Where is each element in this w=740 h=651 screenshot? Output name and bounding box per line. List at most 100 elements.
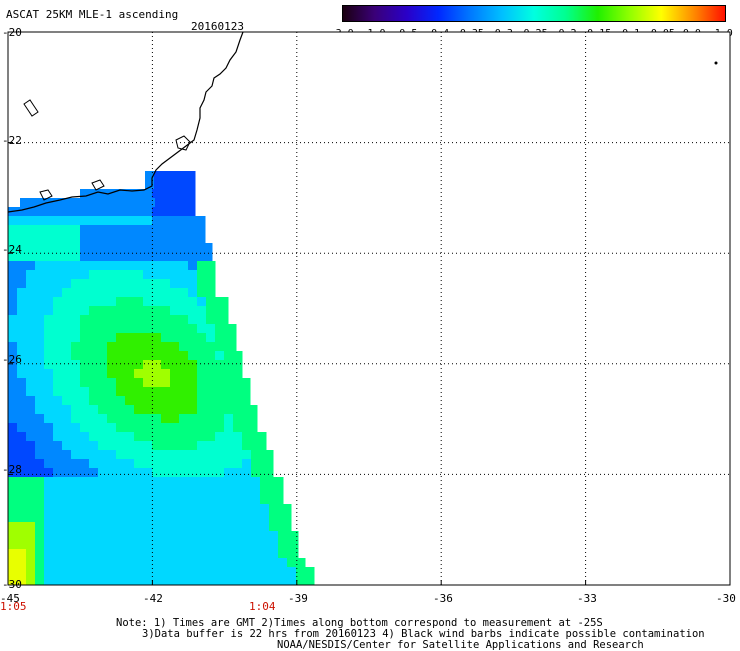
swath-cell	[107, 387, 117, 397]
swath-cell	[53, 504, 63, 514]
swath-cell	[206, 495, 216, 505]
swath-cell	[188, 243, 198, 253]
swath-cell	[107, 189, 117, 199]
swath-cell	[80, 495, 90, 505]
swath-cell	[35, 243, 45, 253]
swath-cell	[206, 297, 216, 307]
swath-cell	[143, 261, 153, 271]
swath-cell	[296, 531, 299, 541]
swath-cell	[161, 207, 171, 217]
swath-cell	[152, 252, 162, 262]
swath-cell	[152, 297, 162, 307]
swath-cell	[170, 468, 180, 478]
swath-cell	[143, 486, 153, 496]
swath-cell	[152, 549, 162, 559]
swath-cell	[251, 549, 261, 559]
swath-cell	[89, 522, 99, 532]
swath-cell	[26, 558, 36, 568]
swath-cell	[116, 306, 126, 316]
swath-cell	[53, 414, 63, 424]
swath-cell	[17, 261, 27, 271]
swath-cell	[152, 342, 162, 352]
swath-cell	[26, 450, 36, 460]
swath-cell	[80, 360, 90, 370]
swath-cell	[170, 405, 180, 415]
time-label-mid: 1:04	[249, 600, 276, 613]
swath-cell	[134, 495, 144, 505]
swath-cell	[35, 540, 45, 550]
swath-cell	[62, 576, 72, 586]
swath-cell	[62, 441, 72, 451]
swath-cell	[89, 504, 99, 514]
swath-cell	[206, 450, 216, 460]
swath-cell	[71, 306, 81, 316]
swath-cell	[26, 243, 36, 253]
swath-cell	[206, 378, 216, 388]
swath-cell	[170, 369, 180, 379]
swath-cell	[89, 270, 99, 280]
swath-cell	[296, 567, 306, 577]
swath-cell	[44, 369, 54, 379]
swath-cell	[35, 378, 45, 388]
swath-cell	[137, 198, 147, 208]
swath-cell	[80, 225, 90, 235]
swath-cell	[215, 504, 225, 514]
swath-cell	[26, 477, 36, 487]
swath-cell	[107, 324, 117, 334]
swath-cell	[161, 540, 171, 550]
swath-cell	[170, 513, 180, 523]
swath-cell	[179, 333, 189, 343]
swath-cell	[71, 558, 81, 568]
swath-cell	[125, 549, 135, 559]
swath-cell	[80, 234, 90, 244]
swath-cell	[71, 405, 81, 415]
swath-cell	[190, 180, 196, 190]
swath-cell	[89, 288, 99, 298]
swath-cell	[188, 558, 198, 568]
swath-cell	[161, 477, 171, 487]
swath-cell	[89, 432, 99, 442]
swath-cell	[197, 450, 207, 460]
swath-cell	[161, 423, 171, 433]
swath-cell	[134, 324, 144, 334]
swath-cell	[152, 378, 162, 388]
swath-cell	[125, 234, 135, 244]
swath-cell	[44, 549, 54, 559]
swath-cell	[152, 279, 162, 289]
swath-cell	[89, 234, 99, 244]
swath-cell	[197, 513, 207, 523]
swath-cell	[98, 252, 108, 262]
swath-cell	[215, 423, 225, 433]
swath-cell	[44, 423, 54, 433]
swath-cell	[107, 225, 117, 235]
swath-cell	[71, 576, 81, 586]
swath-cell	[170, 279, 180, 289]
swath-cell	[161, 414, 171, 424]
swath-cell	[71, 243, 81, 253]
swath-cell	[26, 252, 36, 262]
swath-cell	[8, 504, 18, 514]
swath-cell	[296, 576, 306, 586]
swath-cell	[62, 270, 72, 280]
swath-cell	[125, 207, 135, 217]
swath-cell	[62, 225, 72, 235]
swath-cell	[134, 333, 144, 343]
swath-cell	[152, 558, 162, 568]
swath-cell	[53, 396, 63, 406]
swath-cell	[188, 333, 198, 343]
swath-cell	[206, 333, 216, 343]
swath-cell	[206, 351, 216, 361]
swath-cell	[107, 549, 117, 559]
swath-cell	[215, 333, 225, 343]
swath-cell	[71, 225, 81, 235]
swath-cell	[98, 288, 108, 298]
swath-cell	[188, 450, 198, 460]
swath-cell	[143, 324, 153, 334]
swath-cell	[89, 261, 99, 271]
swath-cell	[80, 288, 90, 298]
swath-cell	[206, 576, 216, 586]
swath-cell	[53, 441, 63, 451]
swath-cell	[125, 423, 135, 433]
swath-cell	[35, 333, 45, 343]
swath-cell	[53, 477, 63, 487]
